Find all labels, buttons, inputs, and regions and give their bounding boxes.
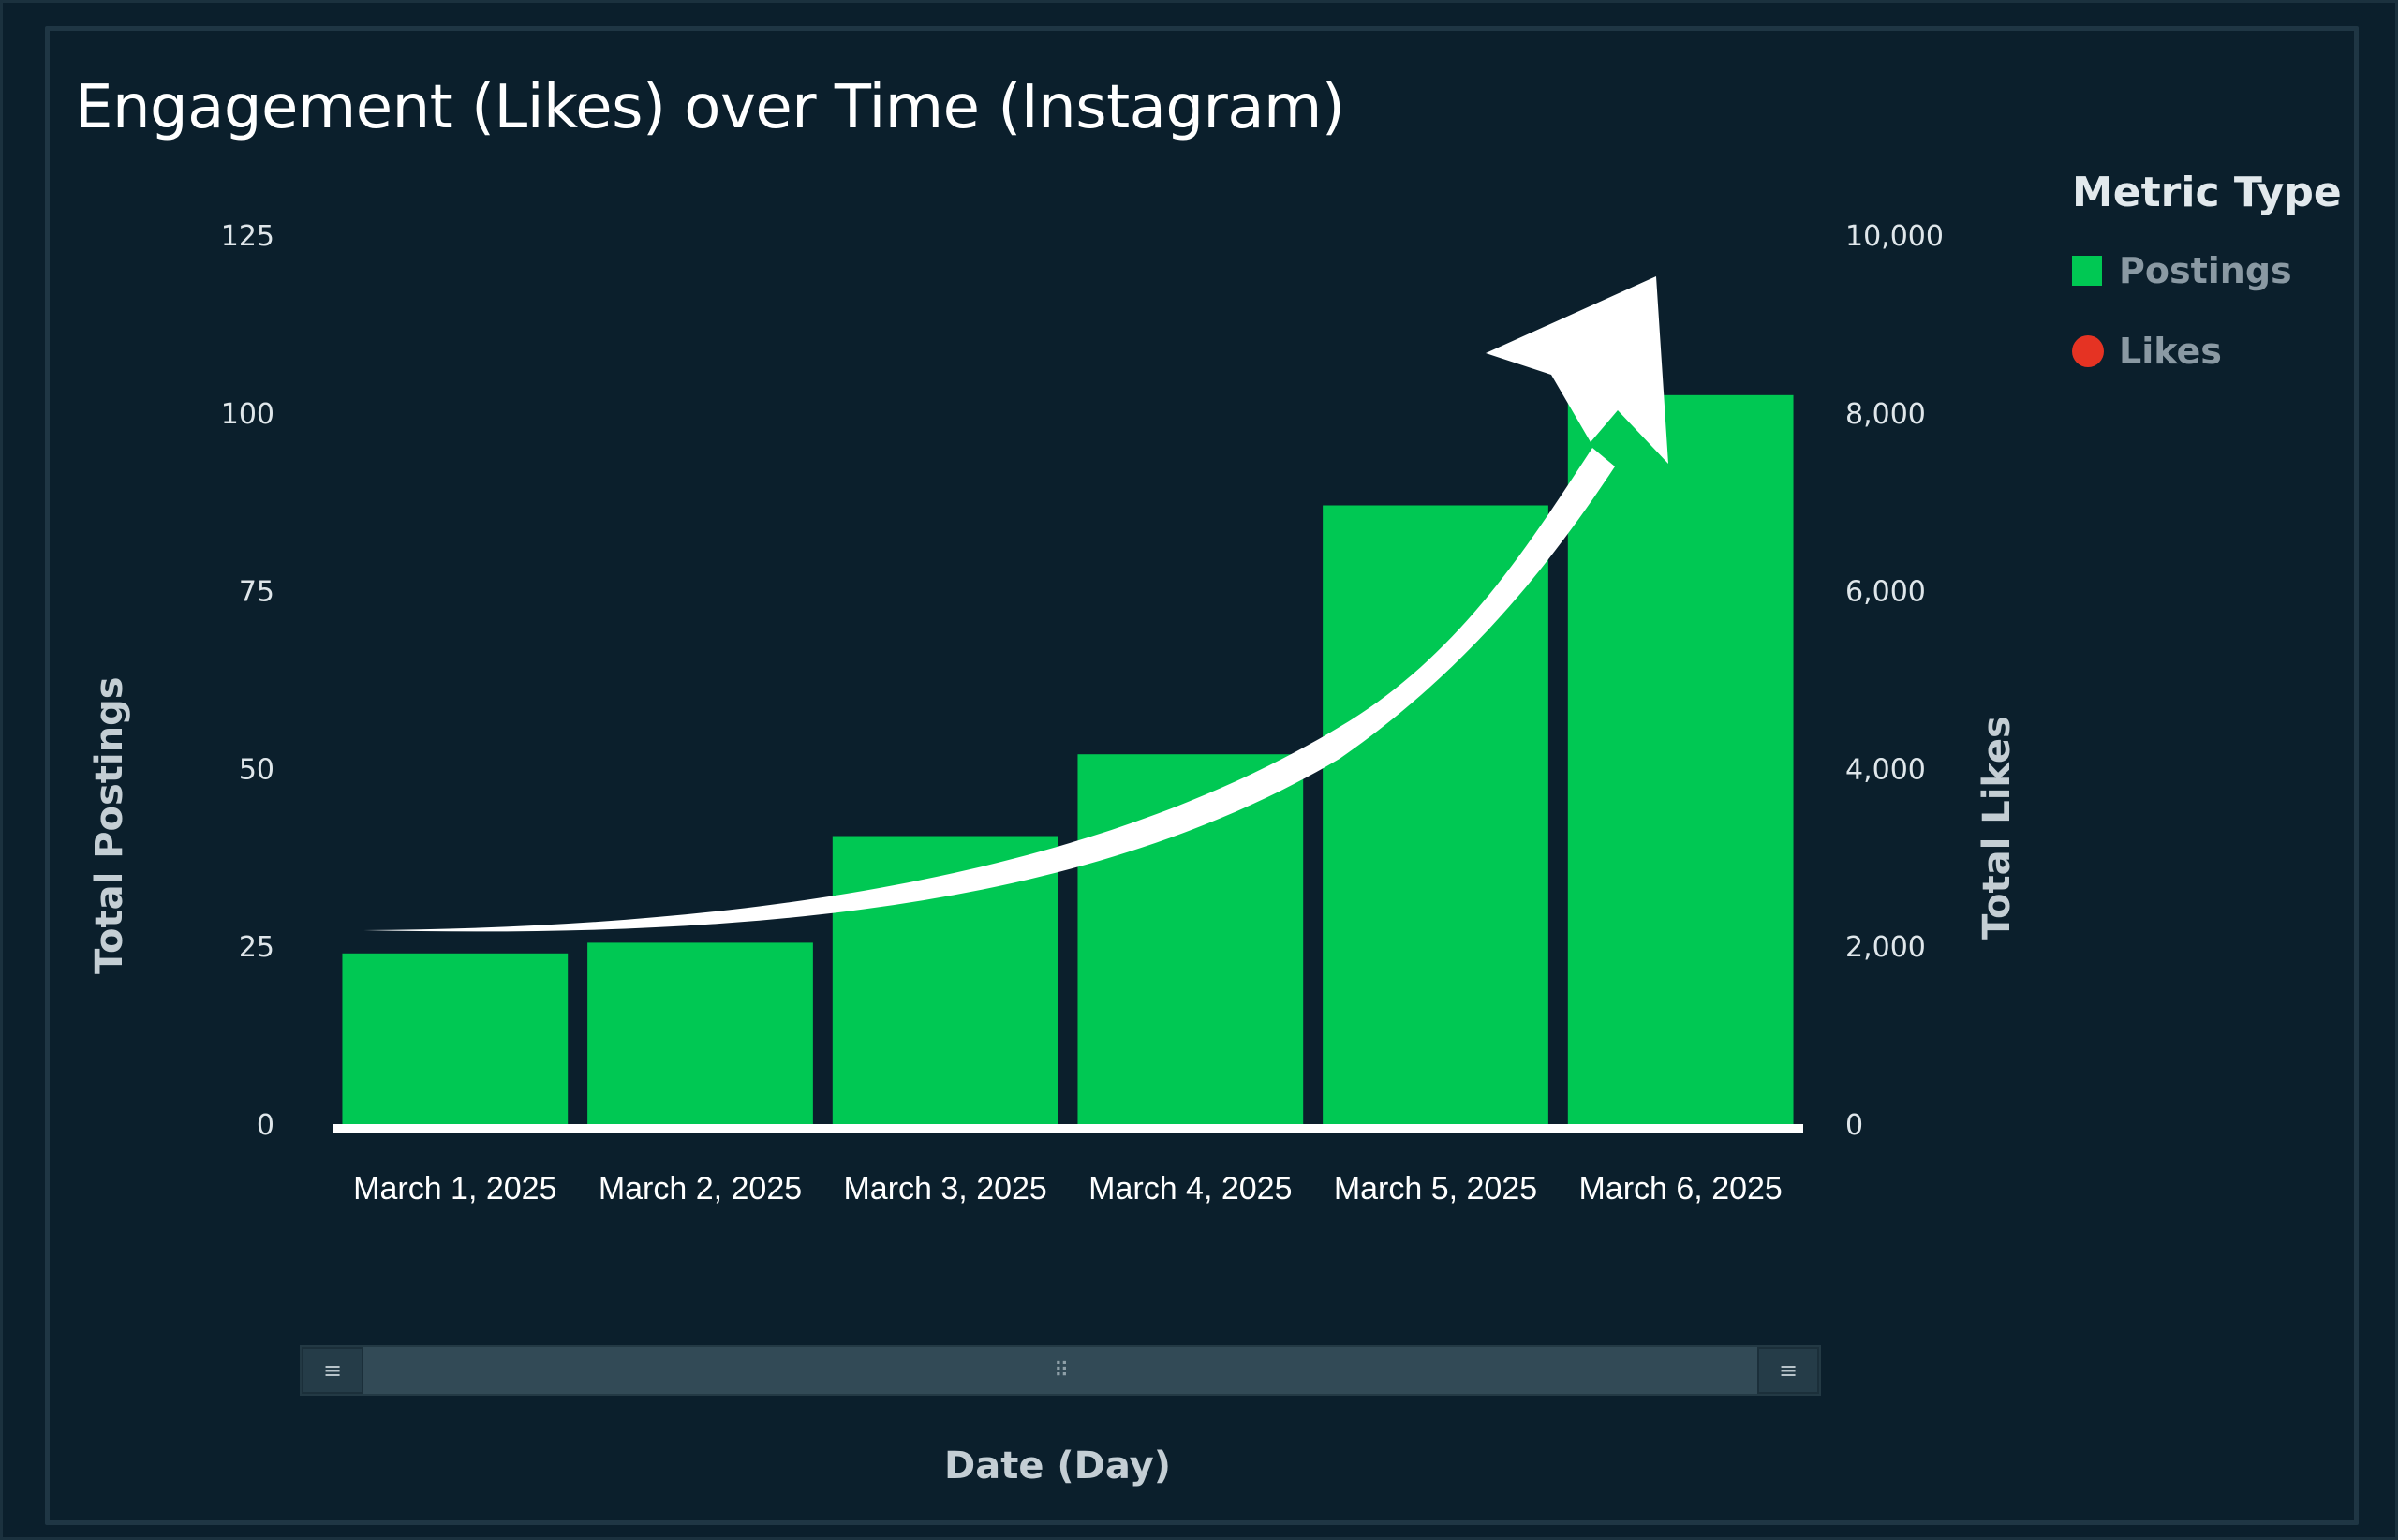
y-tick-label-right: 4,000 <box>1845 753 1926 786</box>
y-axis-title-left: Total Postings <box>88 676 131 974</box>
chart-title: Engagement (Likes) over Time (Instagram) <box>75 73 1345 142</box>
y-tick-label-right: 0 <box>1845 1109 1863 1142</box>
legend-swatch-likes <box>2072 335 2104 367</box>
y-tick-label-right: 2,000 <box>1845 931 1926 964</box>
x-tick-label: March 4, 2025 <box>1088 1171 1292 1207</box>
trend-arrow <box>363 276 1668 932</box>
y-tick-label-left: 50 <box>239 753 274 786</box>
y-tick-label-right: 10,000 <box>1845 220 1944 253</box>
y-tick-label-right: 8,000 <box>1845 398 1926 431</box>
scrollbar-left-handle[interactable]: ≡ <box>302 1347 363 1394</box>
y-tick-label-left: 125 <box>221 220 274 253</box>
x-tick-label: March 6, 2025 <box>1578 1171 1782 1207</box>
y-tick-label-left: 100 <box>221 398 274 431</box>
bar-postings[interactable] <box>1323 505 1548 1124</box>
x-axis: March 1, 2025 March 2, 2025 March 3, 2025 M… <box>353 1171 1783 1207</box>
y-tick-label-left: 75 <box>239 576 274 609</box>
legend: Metric Type Postings Likes <box>2072 169 2342 411</box>
x-axis-title: Date (Day) <box>944 1444 1171 1488</box>
bar-postings[interactable] <box>1567 394 1794 1124</box>
y-axis-title-right: Total Likes <box>1976 716 2019 940</box>
x-tick-label: March 5, 2025 <box>1334 1171 1537 1207</box>
range-scrollbar[interactable]: ≡ ⠿ ≡ <box>300 1345 1821 1396</box>
y-tick-label-left: 0 <box>257 1109 274 1142</box>
y-tick-label-left: 25 <box>239 931 274 964</box>
legend-title: Metric Type <box>2072 169 2342 216</box>
y-axis-left: 0 25 50 75 100 125 <box>221 220 274 1142</box>
x-tick-label: March 3, 2025 <box>843 1171 1046 1207</box>
legend-label-postings: Postings <box>2119 250 2292 291</box>
legend-item-likes[interactable]: Likes <box>2072 331 2342 372</box>
legend-swatch-postings <box>2072 256 2102 286</box>
legend-item-postings[interactable]: Postings <box>2072 250 2342 291</box>
scrollbar-grip-icon[interactable]: ⠿ <box>1053 1358 1069 1382</box>
scrollbar-right-handle[interactable]: ≡ <box>1757 1347 1819 1394</box>
bar-postings[interactable] <box>587 942 813 1124</box>
x-tick-label: March 2, 2025 <box>599 1171 802 1207</box>
x-tick-label: March 1, 2025 <box>353 1171 556 1207</box>
y-tick-label-right: 6,000 <box>1845 576 1926 609</box>
bar-postings[interactable] <box>342 953 569 1124</box>
trend-arrow-head <box>1486 276 1668 464</box>
bars-group <box>342 394 1794 1124</box>
chart-panel <box>45 26 2359 1525</box>
x-axis-baseline <box>333 1124 1803 1133</box>
y-axis-right: 0 2,000 4,000 6,000 8,000 10,000 <box>1845 220 1944 1142</box>
legend-label-likes: Likes <box>2119 331 2222 372</box>
